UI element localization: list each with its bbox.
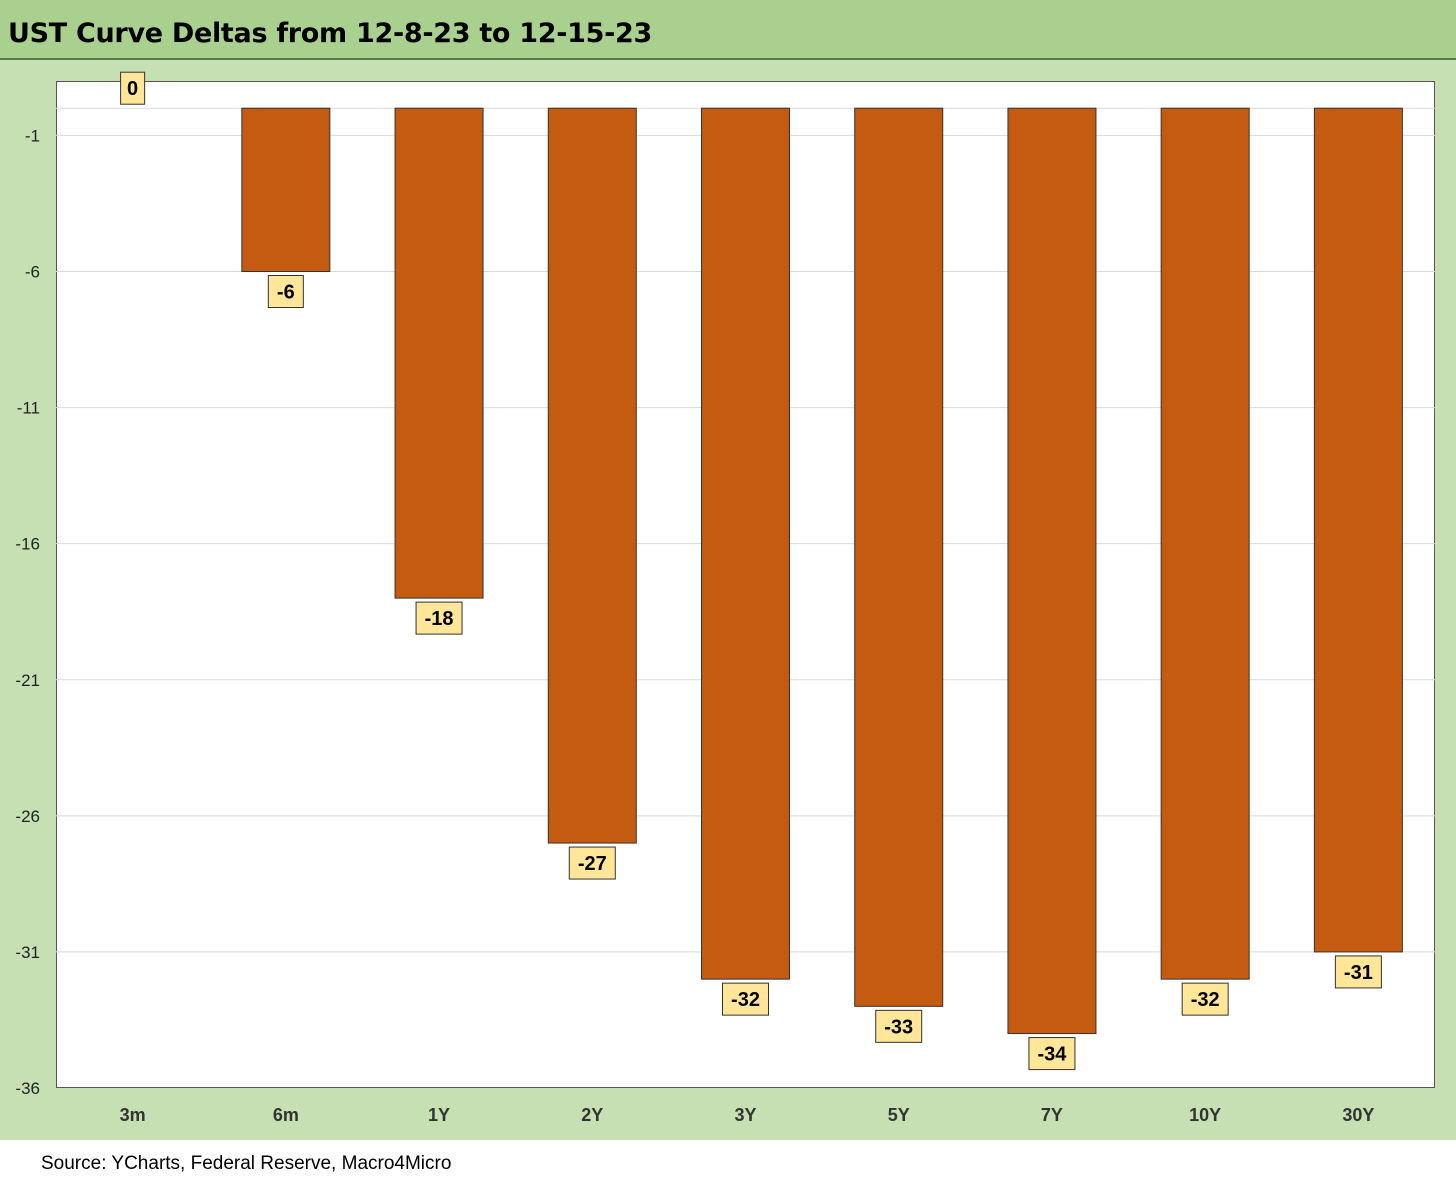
- x-tick-label: 30Y: [1342, 1105, 1374, 1125]
- x-tick-label: 1Y: [428, 1105, 450, 1125]
- y-tick-label: -16: [15, 535, 40, 554]
- y-tick-label: -6: [25, 263, 40, 282]
- bar: [394, 107, 484, 599]
- data-label: -31: [1344, 962, 1373, 984]
- source-note: Source: YCharts, Federal Reserve, Macro4…: [41, 1153, 452, 1174]
- x-tick-label: 3Y: [734, 1105, 756, 1125]
- x-tick-label: 3m: [120, 1105, 146, 1125]
- x-tick-label: 5Y: [888, 1105, 910, 1125]
- data-label-box: [267, 275, 304, 309]
- data-label-box: [120, 71, 146, 105]
- bar: [241, 107, 331, 273]
- data-label: -34: [1037, 1044, 1067, 1066]
- y-tick-label: -36: [15, 1079, 40, 1098]
- bar: [1007, 107, 1097, 1035]
- data-label: -32: [731, 989, 760, 1011]
- data-label: -18: [425, 608, 454, 630]
- y-tick-label: -31: [15, 943, 40, 962]
- bar: [1313, 107, 1403, 953]
- data-label-box: [415, 601, 463, 635]
- data-label-box: [1028, 1037, 1076, 1071]
- y-tick-label: -1: [25, 126, 40, 145]
- data-label-box: [722, 982, 769, 1016]
- y-tick-label: -26: [15, 807, 40, 826]
- bar: [1160, 107, 1250, 980]
- data-label-box: [875, 1009, 923, 1043]
- x-tick-label: 7Y: [1041, 1105, 1063, 1125]
- y-tick-label: -11: [17, 399, 40, 418]
- x-tick-label: 6m: [273, 1105, 299, 1125]
- data-label: 0: [127, 78, 138, 100]
- data-label-box: [568, 846, 616, 880]
- chart-title: UST Curve Deltas from 12-8-23 to 12-15-2…: [8, 18, 653, 49]
- data-label: -33: [884, 1016, 913, 1038]
- x-tick-label: 2Y: [581, 1105, 603, 1125]
- data-label-box: [1181, 982, 1229, 1016]
- bar: [701, 107, 790, 980]
- data-label: -6: [277, 282, 295, 304]
- data-label: -27: [578, 853, 607, 875]
- data-label: -32: [1191, 989, 1220, 1011]
- data-label-box: [1334, 955, 1382, 989]
- y-tick-label: -21: [15, 671, 40, 690]
- title-bar: UST Curve Deltas from 12-8-23 to 12-15-2…: [0, 0, 1456, 60]
- bar: [854, 107, 944, 1007]
- bar: [547, 107, 637, 844]
- x-tick-label: 10Y: [1189, 1105, 1221, 1125]
